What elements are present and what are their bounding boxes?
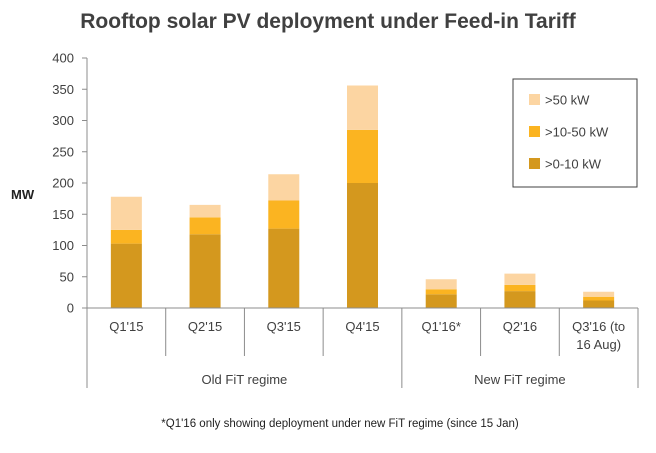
bar-segment: [110, 196, 142, 230]
legend-swatch: [529, 94, 540, 105]
bar-segment: [110, 243, 142, 308]
bar-segment: [268, 228, 300, 308]
bar-segment: [504, 273, 536, 285]
bars: [110, 85, 615, 308]
x-tick-label: Q4'15: [345, 319, 379, 334]
x-axis: Q1'15 Q2'15 Q3'15 Q4'15 Q1'16* Q2'16 Q3'16 (to…: [86, 307, 639, 388]
bar-segment: [425, 279, 457, 290]
x-tick-label: Q3'16 (to: [572, 319, 625, 334]
legend-swatch: [529, 126, 540, 137]
legend: >50 kW >10-50 kW >0-10 kW: [512, 78, 638, 188]
legend-swatch: [529, 158, 540, 169]
bar-segment: [583, 300, 615, 308]
y-tick-label: 0: [67, 301, 74, 316]
legend-label: >10-50 kW: [545, 125, 609, 140]
y-tick-label: 250: [52, 144, 74, 159]
chart-title: Rooftop solar PV deployment under Feed-i…: [80, 10, 576, 33]
bar-segment: [110, 229, 142, 244]
y-tick-label: 50: [60, 269, 74, 284]
bar-segment: [189, 217, 221, 235]
legend-label: >0-10 kW: [545, 157, 602, 172]
x-tick-label: Q3'15: [267, 319, 301, 334]
bar-segment: [347, 85, 378, 130]
y-tick-label: 150: [52, 207, 74, 222]
y-tick-label: 350: [52, 82, 74, 97]
footnote: *Q1'16 only showing deployment under new…: [161, 418, 519, 430]
y-tick-label: 300: [52, 113, 74, 128]
bar-segment: [504, 291, 536, 308]
y-axis-label: MW: [11, 187, 35, 202]
bar-segment: [347, 183, 378, 308]
bar-segment: [425, 294, 457, 308]
x-tick-label: 16 Aug): [576, 337, 621, 352]
bar-segment: [268, 174, 300, 201]
bar-segment: [583, 291, 615, 297]
x-tick-label: Q1'15: [109, 319, 143, 334]
legend-label: >50 kW: [545, 93, 590, 108]
y-tick-label: 200: [52, 176, 74, 191]
y-tick-label: 100: [52, 238, 74, 253]
x-tick-label: Q1'16*: [422, 319, 461, 334]
bar-segment: [425, 289, 457, 295]
y-tick-label: 400: [52, 51, 74, 66]
y-axis: 0 50 100 150 200 250 300 350 400: [52, 51, 88, 316]
bar-segment: [347, 129, 378, 183]
bar-segment: [504, 284, 536, 292]
x-tick-label: Q2'15: [188, 319, 222, 334]
x-group-label: New FiT regime: [474, 372, 566, 387]
x-group-label: Old FiT regime: [202, 372, 288, 387]
x-tick-label: Q2'16: [503, 319, 537, 334]
bar-segment: [189, 234, 221, 308]
bar-segment: [268, 200, 300, 229]
bar-segment: [189, 204, 221, 218]
bar-segment: [583, 296, 615, 301]
